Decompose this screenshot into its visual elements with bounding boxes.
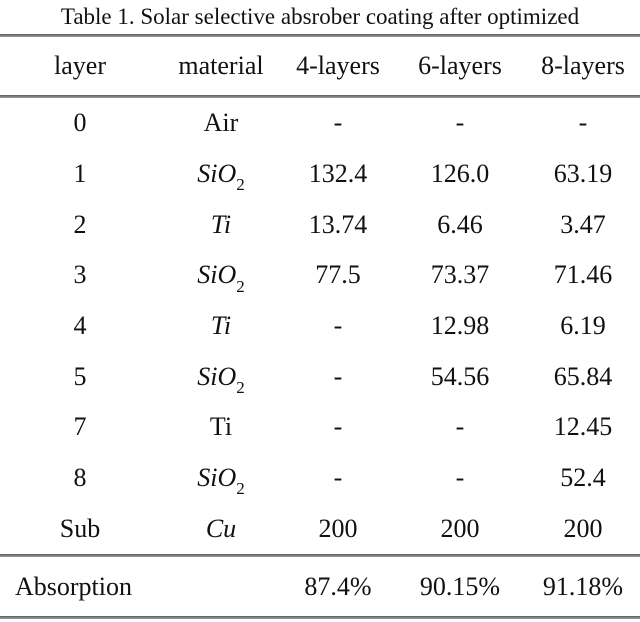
cell-material: SiO2	[197, 260, 245, 296]
cell-8-layers: 71.46	[553, 260, 613, 290]
table-row: 7 Ti - - 12.45	[0, 402, 640, 453]
cell-layer: 1	[73, 158, 87, 188]
cell-4-layers: -	[333, 108, 343, 138]
absorption-value-4-layers: 87.4%	[304, 571, 372, 601]
table-row: 8 SiO2 - - 52.4	[0, 453, 640, 504]
cell-6-layers: 200	[440, 513, 480, 543]
table-footer-rule	[0, 554, 640, 557]
absorption-label: Absorption	[15, 571, 132, 601]
column-header-8-layers: 8-layers	[541, 51, 625, 80]
table-row: 2 Ti 13.74 6.46 3.47	[0, 199, 640, 250]
table-body: 0 Air - - - 1 SiO2 132.4 126.0 63.19 2 T…	[0, 98, 640, 554]
cell-4-layers: -	[333, 310, 343, 340]
cell-material: Ti	[209, 412, 233, 442]
cell-8-layers: 3.47	[560, 209, 606, 239]
cell-6-layers: -	[455, 412, 465, 442]
cell-layer: 8	[73, 462, 87, 492]
table-row: 1 SiO2 132.4 126.0 63.19	[0, 149, 640, 200]
cell-material: SiO2	[197, 361, 245, 397]
column-header-layer: layer	[54, 51, 106, 80]
table-row: Sub Cu 200 200 200	[0, 503, 640, 554]
cell-4-layers: 200	[318, 513, 358, 543]
material-subscript: 2	[236, 479, 245, 499]
column-header-6-layers: 6-layers	[418, 51, 502, 80]
cell-material: SiO2	[197, 158, 245, 195]
cell-8-layers: 63.19	[553, 158, 613, 188]
cell-6-layers: 12.98	[430, 310, 490, 340]
material-subscript: 2	[236, 175, 245, 195]
cell-material: Ti	[210, 209, 232, 239]
material-subscript: 2	[236, 276, 245, 296]
table-caption: Table 1. Solar selective absrober coatin…	[60, 4, 580, 29]
cell-material: Ti	[210, 310, 232, 340]
cell-4-layers: 13.74	[308, 209, 368, 239]
cell-8-layers: -	[578, 108, 588, 138]
cell-material: Cu	[205, 513, 237, 543]
cell-layer: 3	[73, 260, 87, 290]
cell-material: Air	[203, 108, 239, 138]
cell-8-layers: 6.19	[560, 310, 606, 340]
cell-6-layers: 126.0	[430, 158, 490, 188]
cell-8-layers: 12.45	[553, 412, 613, 442]
absorption-row: Absorption 87.4% 90.15% 91.18%	[0, 557, 640, 616]
cell-layer: 5	[73, 361, 87, 391]
absorption-value-8-layers: 91.18%	[542, 571, 624, 601]
cell-layer: 0	[73, 108, 87, 138]
cell-6-layers: -	[455, 108, 465, 138]
cell-layer: 7	[73, 412, 87, 442]
cell-4-layers: -	[333, 361, 343, 391]
column-header-4-layers: 4-layers	[296, 51, 380, 80]
cell-8-layers: 200	[563, 513, 603, 543]
cell-6-layers: 6.46	[437, 209, 483, 239]
material-subscript: 2	[236, 377, 245, 397]
table-header-rule	[0, 95, 640, 98]
cell-layer: Sub	[59, 513, 101, 543]
cell-6-layers: 54.56	[430, 361, 490, 391]
absorption-value-6-layers: 90.15%	[419, 571, 501, 601]
table-row: 5 SiO2 - 54.56 65.84	[0, 351, 640, 402]
cell-material: SiO2	[197, 462, 245, 499]
table-bottom-rule	[0, 616, 640, 619]
table-row: 4 Ti - 12.98 6.19	[0, 301, 640, 352]
column-header-material: material	[178, 51, 264, 80]
cell-8-layers: 52.4	[560, 462, 606, 492]
cell-4-layers: -	[333, 462, 343, 492]
cell-8-layers: 65.84	[553, 361, 613, 391]
cell-6-layers: 73.37	[430, 260, 490, 290]
cell-4-layers: 132.4	[308, 158, 368, 188]
table-row: 3 SiO2 77.5 73.37 71.46	[0, 250, 640, 301]
cell-layer: 2	[73, 209, 87, 239]
table-top-rule	[0, 34, 640, 37]
cell-layer: 4	[73, 310, 87, 340]
cell-4-layers: -	[333, 412, 343, 442]
table-row: 0 Air - - -	[0, 98, 640, 149]
cell-6-layers: -	[455, 462, 465, 492]
table-header-row: layer material 4-layers 6-layers 8-layer…	[0, 37, 640, 95]
cell-4-layers: 77.5	[315, 260, 361, 290]
